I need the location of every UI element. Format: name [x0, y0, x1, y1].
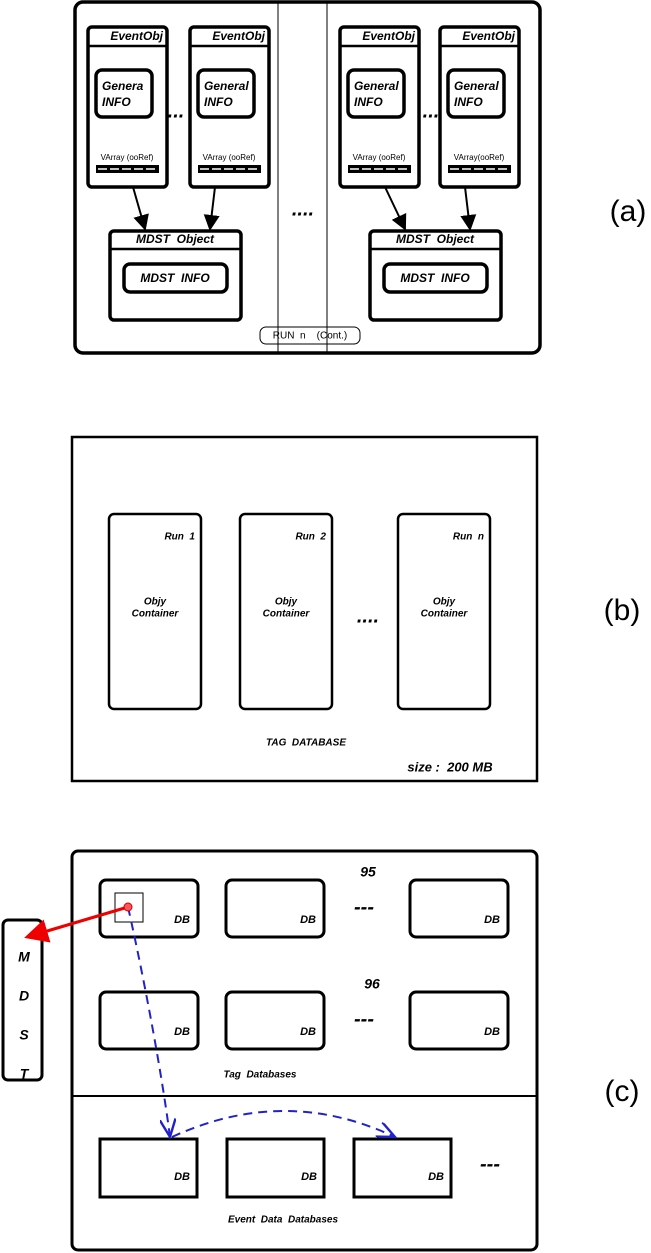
db-label: DB — [174, 1171, 190, 1183]
link-arrow — [127, 906, 170, 1137]
database-frame — [70, 849, 539, 1252]
db-label: DB — [428, 1171, 444, 1183]
info-box — [346, 68, 406, 119]
event-obj — [86, 25, 169, 189]
event-db — [352, 1137, 453, 1199]
panel-label: (b) — [604, 594, 641, 627]
container-text: Container — [263, 609, 311, 620]
group-label: 96 — [364, 976, 380, 992]
link-arrow — [171, 1110, 395, 1137]
event-title: EventObj — [110, 29, 163, 43]
mdst-letter: S — [19, 1027, 29, 1043]
event-db — [98, 1137, 199, 1199]
container-text: Objy — [433, 597, 456, 608]
run-name: Run n — [453, 532, 484, 543]
mdst-arrow — [24, 905, 129, 943]
tag-db — [224, 990, 326, 1051]
tag-db — [408, 990, 510, 1051]
container-text: Container — [132, 609, 180, 620]
run-container — [107, 512, 203, 711]
dots: .... — [292, 198, 314, 220]
dots: ... — [423, 100, 440, 122]
info-text: General — [204, 79, 249, 93]
dots: --- — [354, 896, 374, 918]
tag-point — [123, 902, 133, 912]
caption: Tag Databases — [224, 1070, 297, 1081]
selected-tag — [114, 892, 144, 923]
run-frame — [73, 0, 542, 355]
mdst-title: MDST Object — [396, 232, 475, 246]
mdst-info: MDST INFO — [400, 271, 470, 285]
dots: --- — [480, 1153, 500, 1175]
varray-text: VArray (ooRef) — [203, 153, 256, 162]
run-name: Run 1 — [164, 532, 195, 543]
arrow — [460, 186, 477, 231]
run-container — [396, 512, 492, 711]
event-obj — [188, 25, 271, 189]
info-text: INFO — [102, 95, 131, 109]
mdst-info: MDST INFO — [140, 271, 210, 285]
dots: ... — [168, 100, 185, 122]
mdst-object — [108, 229, 243, 322]
mdst-letter: T — [20, 1066, 30, 1082]
mdst-letter: M — [18, 949, 30, 965]
run-container — [238, 512, 334, 711]
event-title: EventObj — [462, 29, 515, 43]
event-title: EventObj — [362, 29, 415, 43]
tag-db — [224, 878, 326, 939]
panel-label: (c) — [605, 1075, 640, 1108]
varray-text: VArray (ooRef) — [101, 153, 154, 162]
mdst-info-box — [382, 262, 489, 294]
db-label: DB — [484, 1026, 500, 1038]
varray-text: VArray(ooRef) — [454, 153, 505, 162]
event-obj — [438, 25, 521, 189]
info-box — [446, 68, 506, 119]
container-text: Objy — [144, 597, 167, 608]
dots: --- — [354, 1008, 374, 1030]
tag-db — [98, 878, 200, 939]
mdst-box — [1, 918, 44, 1082]
panel-label: (a) — [610, 195, 647, 228]
arrow — [203, 186, 220, 231]
info-box — [196, 68, 256, 119]
dots: .... — [357, 605, 379, 627]
tag-database — [70, 435, 539, 783]
size-text: size : 200 MB — [407, 759, 492, 774]
db-label: DB — [301, 1171, 317, 1183]
arrow — [384, 186, 407, 231]
group-label: 95 — [360, 864, 376, 880]
info-text: General — [354, 79, 399, 93]
db-label: DB — [300, 914, 316, 926]
mdst-info-box — [122, 262, 229, 294]
db-label: DB — [174, 914, 190, 926]
mdst-object — [368, 229, 503, 322]
tag-db — [98, 990, 200, 1051]
container-text: Objy — [275, 597, 298, 608]
run-label-box — [259, 326, 361, 345]
db-label: DB — [300, 1026, 316, 1038]
db-label: DB — [484, 914, 500, 926]
info-text: INFO — [204, 95, 233, 109]
tag-db — [408, 878, 510, 939]
mdst-title: MDST Object — [136, 232, 215, 246]
varray-text: VArray (ooRef) — [353, 153, 406, 162]
event-db — [225, 1137, 326, 1199]
mdst-letter: D — [19, 988, 29, 1004]
info-text: Genera — [102, 79, 144, 93]
db-label: DB — [174, 1026, 190, 1038]
caption: Event Data Databases — [228, 1215, 338, 1226]
run-name: Run 2 — [295, 532, 326, 543]
caption: TAG DATABASE — [266, 738, 346, 749]
info-text: INFO — [454, 95, 483, 109]
info-box — [94, 68, 154, 119]
event-obj — [338, 25, 421, 189]
event-title: EventObj — [212, 29, 265, 43]
run-label: RUN n (Cont.) — [273, 331, 347, 342]
arrow — [132, 186, 149, 231]
info-text: General — [454, 79, 499, 93]
container-text: Container — [421, 609, 469, 620]
info-text: INFO — [354, 95, 383, 109]
